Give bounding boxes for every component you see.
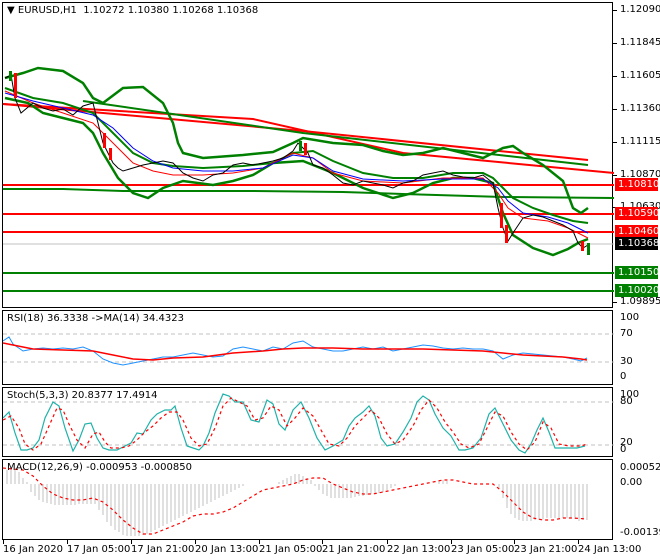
macd-axis-label: 0.000528 bbox=[620, 462, 660, 473]
time-axis-label: 17 Jan 05:00 bbox=[67, 544, 131, 555]
rsi-ma-line bbox=[3, 342, 588, 361]
macd-pane[interactable]: MACD(12,26,9) -0.000953 -0.000850 bbox=[2, 459, 613, 540]
time-axis-label: 22 Jan 13:00 bbox=[387, 544, 451, 555]
stoch-axis-label: 0 bbox=[620, 444, 627, 455]
bollinger-lower bbox=[4, 96, 589, 257]
stoch-title: Stoch(5,3,3) 20.8377 17.4914 bbox=[7, 390, 158, 401]
time-axis-label: 21 Jan 05:00 bbox=[259, 544, 323, 555]
rsi-canvas bbox=[3, 333, 614, 366]
bollinger-upper bbox=[4, 66, 589, 215]
time-axis-label: 23 Jan 05:00 bbox=[451, 544, 515, 555]
level-tag-resistance: 1.10590 bbox=[615, 207, 659, 220]
ohlc-values: 1.10272 1.10380 1.10268 1.10368 bbox=[83, 5, 259, 16]
stoch-axis-label: 80 bbox=[620, 396, 633, 407]
rsi-axis-label: 70 bbox=[620, 328, 633, 339]
macd-axis-label: -0.001399 bbox=[620, 527, 660, 538]
price-axis-label: 1.11115 bbox=[620, 136, 660, 147]
macd-axis-label: 0.00 bbox=[620, 477, 643, 488]
stoch-axis-label: 20 bbox=[620, 437, 633, 448]
time-axis-label: 17 Jan 21:00 bbox=[131, 544, 195, 555]
rsi-pane[interactable]: RSI(18) 36.3338 ->MA(14) 34.4323 bbox=[2, 310, 614, 385]
current-price-tag: 1.10368 bbox=[615, 237, 659, 250]
macd-canvas bbox=[3, 467, 588, 536]
time-axis-label: 16 Jan 2020 bbox=[3, 544, 63, 555]
macd-histogram bbox=[6, 468, 588, 536]
level-tag-resistance: 1.10810 bbox=[615, 178, 659, 191]
time-axis-label: 21 Jan 21:00 bbox=[322, 544, 386, 555]
macd-signal-line bbox=[3, 467, 588, 535]
dropdown-triangle-icon[interactable]: ▼ bbox=[7, 5, 15, 16]
price-axis-label: 1.11360 bbox=[620, 103, 660, 114]
symbol-label: EURUSD,H1 bbox=[17, 5, 77, 16]
price-chart-canvas bbox=[3, 66, 614, 292]
rsi-axis-label: 30 bbox=[620, 356, 633, 367]
price-axis-label: 1.11605 bbox=[620, 70, 660, 81]
bollinger-middle bbox=[4, 87, 589, 224]
chart-header: ▼ EURUSD,H1 1.10272 1.10380 1.10268 1.10… bbox=[7, 5, 258, 16]
stochastic-pane[interactable]: Stoch(5,3,3) 20.8377 17.4914 bbox=[2, 387, 614, 457]
price-axis-label: 1.10630 bbox=[620, 201, 660, 212]
stoch-axis-label: 100 bbox=[620, 389, 640, 400]
price-chart-pane[interactable]: ▼ EURUSD,H1 1.10272 1.10380 1.10268 1.10… bbox=[2, 2, 614, 308]
stoch-main-line bbox=[3, 393, 586, 454]
stoch-signal-line bbox=[3, 397, 588, 451]
green-channel-base bbox=[3, 188, 614, 199]
rsi-title: RSI(18) 36.3338 ->MA(14) 34.4323 bbox=[7, 313, 184, 324]
level-tag-support: 1.10150 bbox=[615, 266, 659, 279]
rsi-axis-label: 100 bbox=[620, 312, 640, 323]
candle-bodies bbox=[9, 71, 590, 255]
stochastic-canvas bbox=[3, 393, 614, 454]
time-axis-label: 23 Jan 21:00 bbox=[514, 544, 578, 555]
price-axis-label: 1.12090 bbox=[620, 4, 660, 15]
macd-title: MACD(12,26,9) -0.000953 -0.000850 bbox=[7, 462, 192, 473]
price-axis-label: 1.09895 bbox=[620, 296, 660, 307]
time-axis-label: 20 Jan 13:00 bbox=[195, 544, 259, 555]
price-axis-label: 1.10870 bbox=[620, 169, 660, 180]
price-axis-label: 1.11845 bbox=[620, 37, 660, 48]
moving-average-fast bbox=[4, 90, 589, 239]
green-trendline bbox=[82, 100, 589, 166]
time-axis-label: 24 Jan 13:00 bbox=[578, 544, 642, 555]
rsi-axis-label: 0 bbox=[620, 371, 627, 382]
moving-average-slow bbox=[4, 92, 589, 234]
level-tag-support: 1.10020 bbox=[615, 284, 659, 297]
level-tag-resistance: 1.10460 bbox=[615, 225, 659, 238]
